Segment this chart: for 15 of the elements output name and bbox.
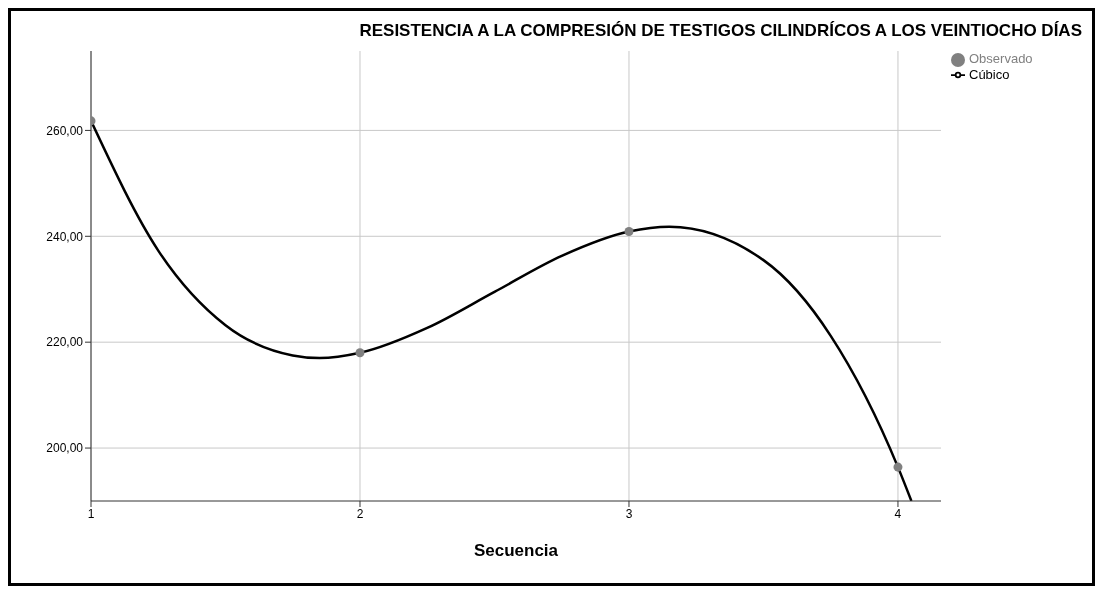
- y-tick-label: 240,00: [46, 229, 84, 244]
- x-tick-label: 3: [625, 506, 633, 521]
- point: [624, 227, 634, 237]
- x-tick-label: 1: [87, 506, 95, 521]
- x-axis-title: Secuencia: [473, 541, 559, 560]
- y-tick-label: 220,00: [46, 335, 84, 350]
- x-tick-label: 4: [894, 506, 902, 521]
- legend-label: Observado: [969, 51, 1033, 66]
- y-tick-label: 260,00: [46, 123, 84, 138]
- point: [893, 462, 903, 472]
- legend-label: Cúbico: [969, 66, 1010, 82]
- x-tick-label: 2: [356, 506, 364, 521]
- point: [355, 348, 365, 358]
- chart-title: RESISTENCIA A LA COMPRESIÓN DE TESTIGOS CILINDRÍCOS A LOS VEINTIOCHO DÍAS: [358, 21, 1082, 41]
- y-tick-label: 200,00: [46, 441, 84, 456]
